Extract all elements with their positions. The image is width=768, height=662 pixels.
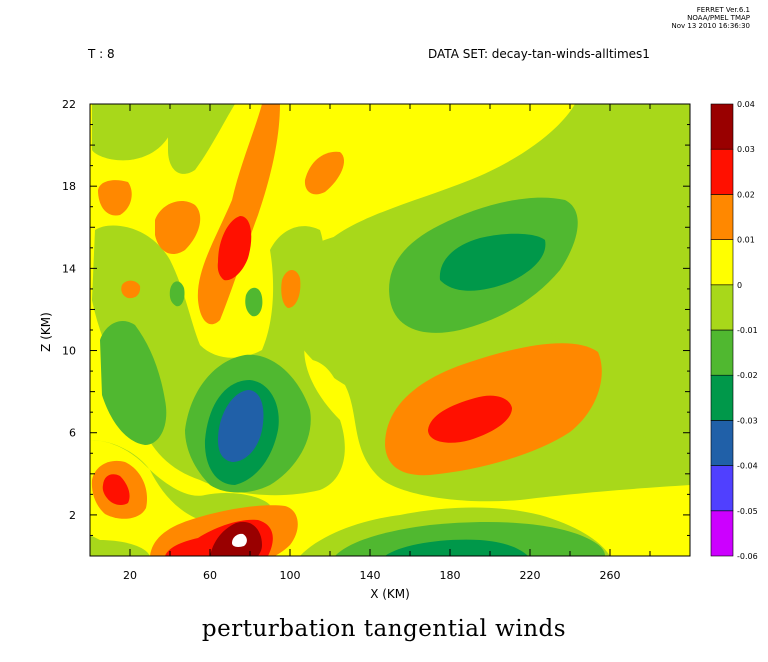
colorbar-swatch	[710, 103, 734, 150]
colorbar: -0.06 -0.05 -0.04 -0.03 -0.02 -0.01 0 0.01 0.02 0…	[710, 100, 758, 561]
contour-neg01-top-mid	[168, 104, 235, 174]
colorbar-label: 0.03	[737, 145, 755, 154]
dataset-label: DATA SET: decay-tan-winds-alltimes1	[428, 47, 650, 61]
x-tick-label: 180	[440, 569, 461, 582]
time-label: T : 8	[88, 47, 115, 61]
y-tick-label: 6	[69, 427, 76, 440]
colorbar-label: -0.05	[737, 507, 758, 516]
colorbar-label: -0.01	[737, 326, 758, 335]
y-axis-title: Z (KM)	[39, 312, 53, 352]
contour-pos02-upper-right	[304, 151, 345, 195]
chart-title: perturbation tangential winds	[201, 616, 567, 642]
ferret-stamp: FERRET Ver.6.1 NOAA/PMEL TMAP Nov 13 201…	[600, 6, 751, 30]
y-tick-label: 10	[62, 345, 76, 358]
y-tick-label: 14	[62, 262, 76, 275]
x-tick-label: 60	[203, 569, 217, 582]
colorbar-swatch	[710, 329, 734, 376]
stamp-org: NOAA/PMEL TMAP	[687, 14, 750, 22]
colorbar-swatch	[710, 284, 734, 331]
contour-pos03-upper-cell	[217, 216, 252, 281]
x-axis-title: X (KM)	[370, 587, 410, 601]
colorbar-swatch	[710, 239, 734, 286]
contour-neg03-bottom-core	[385, 539, 528, 556]
contour-neg03-upper-core	[439, 233, 546, 291]
x-tick-label: 260	[600, 569, 621, 582]
stamp-date: Nov 13 2010 16:36:30	[671, 22, 751, 30]
colorbar-swatch	[710, 465, 734, 512]
contour-pos02-upper-blob	[155, 200, 201, 255]
x-tick-label: 20	[123, 569, 137, 582]
contour-pos05-peak	[232, 533, 247, 547]
y-tick-label: 18	[62, 180, 76, 193]
colorbar-label: -0.02	[737, 371, 758, 380]
colorbar-label: -0.03	[737, 416, 758, 425]
x-tick-label: 140	[360, 569, 381, 582]
x-tick-label: 220	[520, 569, 541, 582]
colorbar-swatch	[710, 374, 734, 421]
colorbar-label: 0.04	[737, 100, 755, 109]
x-tick-label: 100	[280, 569, 301, 582]
contour-neg04-core	[218, 390, 264, 462]
colorbar-swatch	[710, 194, 734, 240]
colorbar-swatch	[710, 420, 734, 466]
contour-neg02-small-1	[169, 281, 185, 307]
colorbar-swatch	[710, 148, 734, 195]
contour-neg02-left-column	[100, 320, 167, 445]
contour-pos03-mid-core	[428, 395, 512, 443]
contour-neg01-top-left	[92, 104, 180, 161]
y-tick-label: 2	[69, 509, 76, 522]
colorbar-swatch	[710, 510, 734, 557]
contour-neg02-bottom	[335, 522, 605, 556]
contour-pos02-small-mid	[281, 269, 301, 308]
colorbar-label: 0	[737, 281, 742, 290]
contour-neg02-small-2	[245, 287, 263, 317]
contour-pos03-left-cell	[102, 474, 130, 506]
colorbar-label: 0.02	[737, 190, 755, 199]
colorbar-label: -0.04	[737, 462, 758, 471]
contour-pos02-left-top	[98, 180, 132, 216]
y-tick-label: 22	[62, 98, 76, 111]
contour-neg01-lower-left	[90, 440, 270, 525]
stamp-version: FERRET Ver.6.1	[696, 6, 750, 14]
contour-field	[90, 104, 690, 556]
contour-pos02-small-left	[121, 280, 141, 299]
colorbar-label: 0.01	[737, 236, 755, 245]
axes: 20 60 100 140 180 220 260 2 6 10 14 18 22	[62, 98, 690, 582]
colorbar-label: -0.06	[737, 552, 758, 561]
